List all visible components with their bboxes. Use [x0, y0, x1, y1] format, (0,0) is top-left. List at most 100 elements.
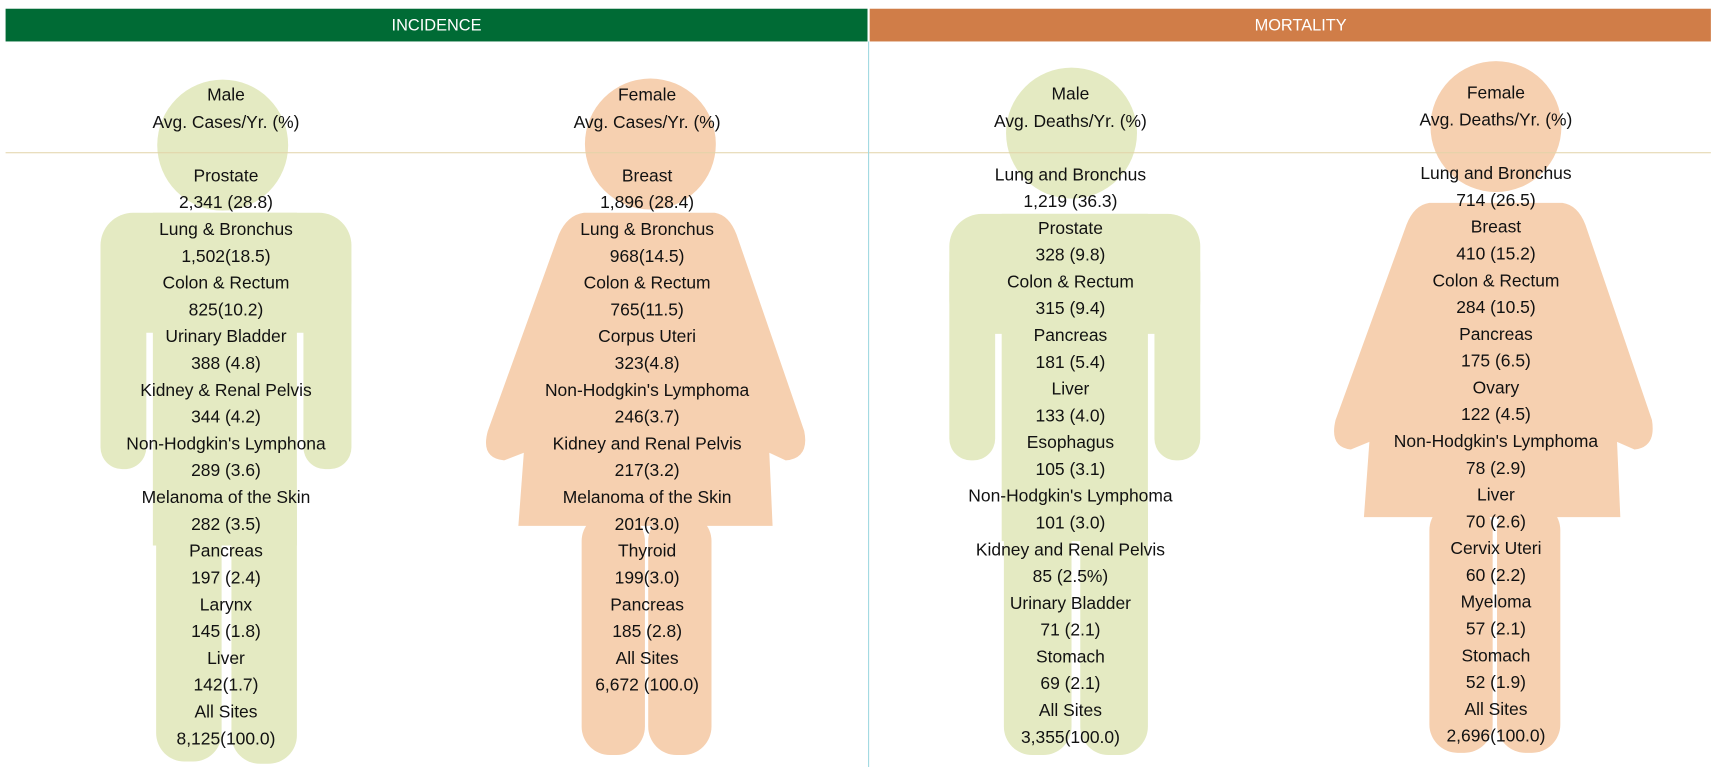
site-value: 201(3.0) [615, 514, 680, 534]
site-name: Esophagus [1027, 432, 1115, 452]
site-name: Melanoma of the Skin [142, 487, 311, 507]
site-name: Thyroid [618, 541, 676, 561]
column-header: Avg. Cases/Yr. (%) [152, 112, 299, 132]
site-name: Prostate [193, 165, 258, 185]
site-value: 181 (5.4) [1036, 352, 1106, 372]
site-name: Lung and Bronchus [1420, 163, 1572, 183]
section-title: INCIDENCE [392, 17, 482, 35]
site-name: Melanoma of the Skin [563, 487, 732, 507]
site-value: 122 (4.5) [1461, 404, 1531, 424]
site-name: Breast [622, 165, 673, 185]
site-name: Non-Hodgkin's Lymphoma [968, 486, 1173, 506]
site-name: Colon & Rectum [1432, 270, 1559, 290]
male-figure [949, 67, 1201, 755]
site-value: 199(3.0) [615, 567, 680, 587]
site-name: Liver [207, 648, 245, 668]
site-value: 60 (2.2) [1466, 565, 1526, 585]
site-name: Colon & Rectum [162, 273, 289, 293]
site-name: Pancreas [189, 541, 263, 561]
site-name: Liver [1052, 379, 1090, 399]
column-header: Female [618, 85, 676, 105]
incidence-bar [5, 8, 868, 42]
site-value: 289 (3.6) [191, 460, 261, 480]
site-value: 217(3.2) [615, 460, 680, 480]
column-header: Avg. Deaths/Yr. (%) [994, 111, 1147, 131]
column-header: Male [207, 85, 245, 105]
female-figure [485, 78, 806, 755]
site-name: Kidney and Renal Pelvis [976, 539, 1165, 559]
site-value: 70 (2.6) [1466, 511, 1526, 531]
site-value: 284 (10.5) [1456, 297, 1536, 317]
site-name: Urinary Bladder [165, 326, 286, 346]
site-value: 968(14.5) [610, 246, 685, 266]
site-value: 78 (2.9) [1466, 458, 1526, 478]
site-value: 388 (4.8) [191, 353, 261, 373]
site-name: Lung & Bronchus [159, 219, 293, 239]
site-name: Liver [1477, 485, 1515, 505]
mortality-bar [869, 8, 1711, 42]
site-value: 282 (3.5) [191, 514, 261, 534]
site-value: 8,125(100.0) [177, 728, 276, 748]
site-name: Colon & Rectum [584, 273, 711, 293]
site-name: Pancreas [1459, 324, 1533, 344]
site-value: 6,672 (100.0) [595, 675, 699, 695]
site-name: Stomach [1036, 646, 1105, 666]
site-value: 133 (4.0) [1036, 405, 1106, 425]
site-value: 175 (6.5) [1461, 351, 1531, 371]
male-figure [100, 79, 352, 764]
site-value: 328 (9.8) [1036, 245, 1106, 265]
site-name: Kidney and Renal Pelvis [553, 433, 742, 453]
site-name: Lung & Bronchus [580, 219, 714, 239]
section-title: MORTALITY [1255, 17, 1347, 35]
site-value: 1,896 (28.4) [600, 192, 694, 212]
site-name: Non-Hodgkin's Lymphoma [1394, 431, 1599, 451]
site-name: All Sites [616, 648, 679, 668]
site-value: 145 (1.8) [191, 621, 261, 641]
site-value: 71 (2.1) [1040, 620, 1100, 640]
site-value: 57 (2.1) [1466, 619, 1526, 639]
site-value: 52 (1.9) [1466, 672, 1526, 692]
site-name: Breast [1471, 217, 1522, 237]
site-value: 246(3.7) [615, 407, 680, 427]
site-value: 344 (4.2) [191, 407, 261, 427]
site-value: 315 (9.4) [1036, 298, 1106, 318]
site-value: 714 (26.5) [1456, 190, 1536, 210]
site-name: Non-Hodgkin's Lymphoma [545, 380, 750, 400]
site-name: Lung and Bronchus [995, 164, 1147, 184]
site-value: 69 (2.1) [1040, 673, 1100, 693]
column-header: Avg. Deaths/Yr. (%) [1420, 110, 1573, 130]
site-name: All Sites [1464, 699, 1527, 719]
site-value: 101 (3.0) [1036, 512, 1106, 532]
site-value: 105 (3.1) [1036, 459, 1106, 479]
site-name: Myeloma [1461, 592, 1532, 612]
column-header: Avg. Cases/Yr. (%) [574, 112, 721, 132]
site-name: All Sites [194, 701, 257, 721]
site-name: Ovary [1473, 377, 1520, 397]
site-value: 3,355(100.0) [1021, 727, 1120, 747]
site-value: 1,502(18.5) [181, 246, 270, 266]
site-name: Colon & Rectum [1007, 271, 1134, 291]
site-name: Cervix Uteri [1450, 538, 1541, 558]
site-name: Stomach [1462, 645, 1531, 665]
site-name: Pancreas [610, 594, 684, 614]
site-value: 323(4.8) [615, 353, 680, 373]
site-value: 825(10.2) [189, 299, 264, 319]
column-header: Male [1052, 84, 1090, 104]
site-name: Pancreas [1034, 325, 1108, 345]
site-value: 2,341 (28.8) [179, 192, 273, 212]
site-value: 85 (2.5%) [1033, 566, 1109, 586]
site-name: Kidney & Renal Pelvis [140, 380, 312, 400]
site-name: Corpus Uteri [598, 326, 696, 346]
site-value: 765(11.5) [610, 299, 683, 319]
column-header: Female [1467, 82, 1525, 102]
site-value: 1,219 (36.3) [1023, 191, 1117, 211]
site-value: 142(1.7) [193, 675, 258, 695]
site-name: All Sites [1039, 700, 1102, 720]
site-name: Larynx [200, 594, 253, 614]
site-value: 2,696(100.0) [1446, 726, 1545, 746]
site-name: Non-Hodgkin's Lymphona [126, 433, 326, 453]
site-value: 197 (2.4) [191, 567, 261, 587]
site-value: 185 (2.8) [612, 621, 682, 641]
site-value: 410 (15.2) [1456, 244, 1536, 264]
